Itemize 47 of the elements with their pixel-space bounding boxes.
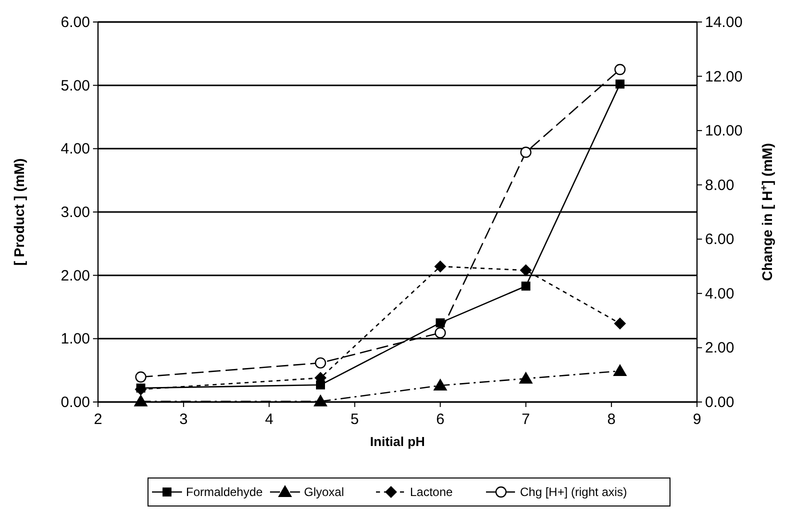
y-tick-label: 1.00 [60,330,90,348]
legend-label: Formaldehyde [186,485,264,499]
x-tick-label: 6 [436,411,444,428]
y2-tick-label: 14.00 [705,14,743,31]
legend-label: Glyoxal [304,485,344,499]
y-tick-label: 6.00 [60,14,90,31]
point [314,357,326,369]
y2-tick-label: 10.00 [705,122,743,140]
point [134,394,148,406]
x-tick-label: 3 [179,411,188,428]
y-axis-title: [ Product ] (mM) [11,158,27,266]
point [614,317,626,330]
y2-tick-label: 4.00 [705,285,734,302]
point [434,327,446,338]
y2-tick-label: 6.00 [705,231,734,248]
point [521,282,530,291]
x-tick-label: 2 [94,411,102,428]
x-tick-label: 5 [350,411,359,428]
y2-tick-label: 2.00 [705,340,734,357]
point [135,371,146,383]
y2-tick-label: 8.00 [705,176,734,194]
y-tick-label: 5.00 [60,77,90,94]
point [136,384,146,393]
point [518,372,533,384]
x-tick-label: 7 [522,411,530,428]
x-tick-label: 9 [692,411,702,428]
point [612,364,627,376]
y-tick-label: 4.00 [60,140,90,158]
point [313,394,328,406]
x-axis-title: Initial pH [370,434,425,449]
y-tick-label: 0.00 [60,394,90,411]
y-tick-label: 2.00 [60,267,90,284]
y2-tick-label: 12.00 [705,68,743,86]
legend-label: Chg [H+] (right axis) [520,485,628,499]
x-tick-label: 4 [264,411,274,428]
point [316,380,325,390]
point [434,260,446,272]
x-tick-label: 8 [607,411,616,428]
point [436,318,445,328]
legend-label: Lactone [410,485,454,499]
point [520,146,532,158]
point [520,264,532,276]
y2-tick-label: 0.00 [705,394,734,411]
point [615,80,624,89]
y-tick-label: 3.00 [60,204,90,221]
point [433,378,448,391]
point [614,64,626,76]
